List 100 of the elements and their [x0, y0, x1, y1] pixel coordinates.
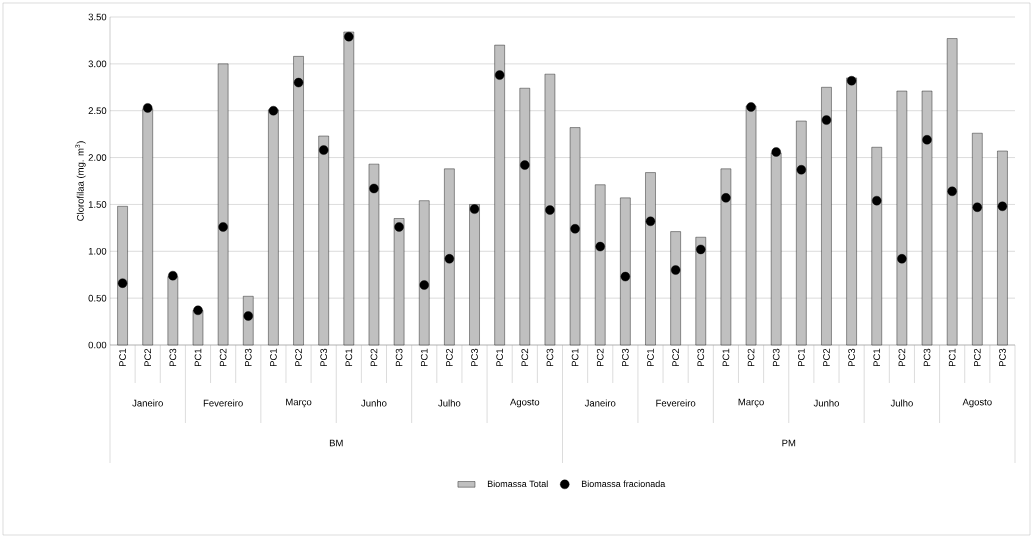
- point: [318, 145, 329, 155]
- y-tick-label: 2.50: [88, 107, 107, 115]
- bar: [645, 172, 656, 346]
- bar: [595, 184, 606, 346]
- x-tick-label: PC1: [345, 348, 353, 367]
- x-tick-label: PC3: [546, 348, 554, 367]
- legend-label: Biomassa fracionada: [581, 480, 666, 488]
- point: [494, 70, 505, 80]
- point: [645, 216, 656, 226]
- point: [922, 135, 932, 145]
- point: [746, 102, 756, 112]
- y-tick-label: 3.50: [88, 13, 107, 21]
- text: Janeiro: [132, 399, 163, 407]
- point: [168, 270, 178, 281]
- bar: [846, 77, 857, 346]
- bar: [921, 90, 933, 346]
- x-tick-label: PC3: [923, 348, 931, 367]
- bar: [419, 200, 430, 346]
- x-tick-label: PC3: [772, 348, 780, 367]
- x-tick-label: PC3: [320, 348, 328, 367]
- y-tick-label: 0.50: [88, 294, 107, 302]
- point: [846, 76, 857, 86]
- bar: [393, 218, 405, 346]
- y-tick-label: 3.00: [88, 60, 107, 68]
- bar: [569, 127, 581, 346]
- point: [520, 160, 530, 170]
- text: Março: [738, 398, 764, 408]
- legend-label: Biomassa Total: [487, 480, 548, 488]
- bar: [469, 204, 480, 346]
- x-tick-label: PC1: [496, 348, 504, 367]
- x-tick-label: PC1: [647, 348, 654, 367]
- bar: [268, 109, 279, 346]
- bar: [720, 168, 732, 346]
- bar: [946, 38, 958, 346]
- y-tick-label: 1.00: [88, 247, 107, 255]
- point: [444, 254, 455, 264]
- y-tick-label: 1.50: [88, 201, 107, 208]
- point: [997, 201, 1008, 211]
- point: [696, 244, 706, 255]
- point: [117, 278, 128, 288]
- x-tick-label: PC3: [395, 348, 403, 367]
- point: [620, 271, 631, 282]
- text: PM: [782, 439, 796, 447]
- bar: [544, 73, 556, 346]
- point: [872, 195, 882, 206]
- text: Julho: [890, 399, 913, 407]
- x-tick-label: PC2: [596, 348, 604, 367]
- bar: [318, 135, 329, 346]
- point: [570, 224, 580, 234]
- text: Janeiro: [584, 399, 616, 407]
- point: [394, 222, 404, 232]
- x-tick-label: PC2: [898, 348, 906, 367]
- point: [972, 202, 982, 212]
- bar: [343, 31, 355, 346]
- point: [545, 205, 555, 215]
- x-tick-label: PC2: [446, 348, 453, 367]
- bar: [871, 147, 882, 346]
- y-tick-label: 2.00: [88, 154, 107, 161]
- point: [369, 183, 379, 194]
- bar: [670, 231, 681, 346]
- x-tick-label: PC1: [420, 348, 428, 367]
- point: [947, 186, 957, 197]
- x-tick-label: PC2: [672, 348, 679, 367]
- bar: [997, 150, 1008, 346]
- point: [595, 241, 605, 252]
- point: [143, 103, 153, 113]
- x-tick-label: PC3: [999, 348, 1006, 367]
- x-tick-label: PC2: [521, 348, 529, 367]
- x-tick-label: PC3: [244, 348, 252, 367]
- bar: [368, 163, 380, 346]
- x-tick-label: PC1: [722, 348, 730, 367]
- x-tick-label: PC3: [697, 348, 705, 367]
- x-tick-label: PC2: [973, 348, 981, 367]
- bar: [217, 63, 229, 346]
- x-tick-label: PC1: [119, 348, 126, 367]
- text: Março: [286, 398, 312, 408]
- x-tick-label: PC2: [823, 348, 830, 367]
- x-tick-label: PC2: [144, 348, 152, 367]
- point: [268, 106, 279, 116]
- point: [293, 77, 304, 88]
- point: [670, 265, 681, 275]
- point: [897, 254, 907, 264]
- x-tick-label: PC3: [621, 348, 629, 367]
- x-tick-label: PC3: [169, 348, 177, 367]
- bar: [519, 88, 530, 346]
- bar: [293, 56, 304, 346]
- text: BM: [329, 439, 343, 447]
- y-tick-label: 0.00: [88, 341, 107, 349]
- x-tick-label: PC1: [571, 348, 579, 367]
- point: [721, 193, 731, 203]
- bar: [896, 90, 908, 346]
- point: [771, 147, 781, 157]
- x-tick-label: PC2: [295, 348, 302, 367]
- x-tick-label: PC1: [270, 348, 277, 367]
- text: Junho: [361, 399, 387, 407]
- text: Fevereiro: [203, 399, 243, 407]
- bar: [695, 237, 706, 346]
- bar: [444, 168, 455, 346]
- point: [243, 311, 253, 321]
- x-tick-label: PC2: [370, 348, 378, 367]
